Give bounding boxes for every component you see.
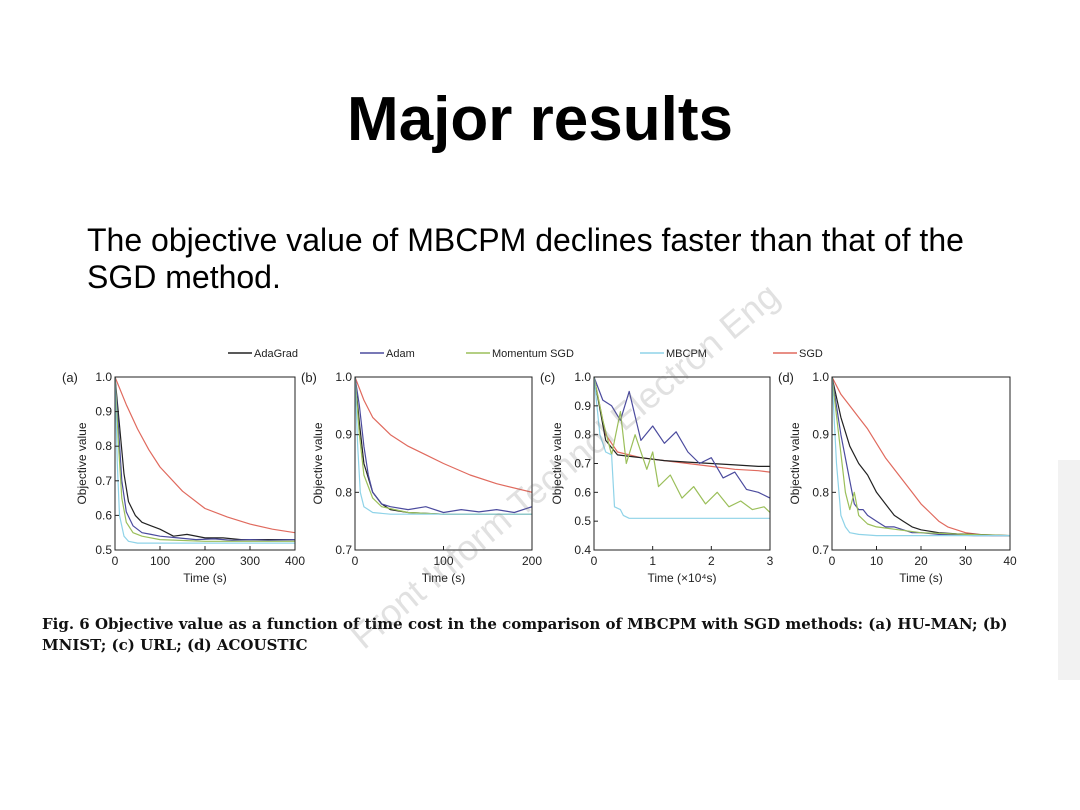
series-line-sgd xyxy=(355,377,532,493)
panel-label: (b) xyxy=(301,370,317,385)
right-edge-shade xyxy=(1058,460,1080,680)
legend-item-sgd: SGD xyxy=(773,348,823,360)
y-tick-label: 0.8 xyxy=(812,485,829,499)
series-line-adam xyxy=(594,377,770,499)
x-axis-label: Time (s) xyxy=(183,571,227,585)
slide-title: Major results xyxy=(347,85,733,154)
y-tick-label: 0.6 xyxy=(574,485,591,499)
panel-label: (c) xyxy=(540,370,555,385)
legend-item-momentum-sgd: Momentum SGD xyxy=(466,348,574,360)
panel-label: (d) xyxy=(778,370,794,385)
series-line-momentum-sgd xyxy=(832,377,1010,537)
series-line-mbcpm xyxy=(832,377,1010,537)
y-tick-label: 0.7 xyxy=(95,474,112,488)
series-line-sgd xyxy=(594,377,770,473)
y-tick-label: 0.7 xyxy=(574,457,591,471)
x-tick-label: 200 xyxy=(195,554,215,568)
series-line-adagrad xyxy=(355,377,532,515)
series-line-mbcpm xyxy=(594,377,770,519)
x-tick-label: 200 xyxy=(522,554,542,568)
x-axis-label: Time (s) xyxy=(899,571,943,585)
y-tick-label: 1.0 xyxy=(812,370,829,384)
x-tick-label: 2 xyxy=(708,554,715,568)
series-line-mbcpm xyxy=(115,377,295,544)
series-line-sgd xyxy=(832,377,1010,537)
legend-label: Momentum SGD xyxy=(492,348,574,360)
chart-panel-2: (c) 0 1 2 3 0.4 0.5 0.6 0.7 0.8 0.9 1.0 Time (×10⁴s)… xyxy=(540,370,774,585)
y-tick-label: 0.5 xyxy=(95,543,112,557)
y-tick-label: 0.5 xyxy=(574,514,591,528)
y-tick-label: 0.6 xyxy=(95,508,112,522)
series-line-momentum-sgd xyxy=(594,377,770,513)
figure-6: AdaGrad Adam Momentum SGD MBCPM SGD(a)0 100 20… xyxy=(62,348,1017,585)
y-tick-label: 0.8 xyxy=(95,439,112,453)
x-tick-label: 10 xyxy=(870,554,884,568)
chart-panel-3: (d) 0 10 20 30 40 0.7 0.8 0.9 1.0 Time (s) Objectiv… xyxy=(778,370,1017,585)
y-axis-label: Objective value xyxy=(75,422,89,504)
x-tick-label: 20 xyxy=(914,554,928,568)
x-tick-label: 400 xyxy=(285,554,305,568)
y-tick-label: 0.9 xyxy=(335,428,352,442)
y-tick-label: 0.8 xyxy=(335,485,352,499)
y-axis-label: Objective value xyxy=(311,422,325,504)
y-axis-label: Objective value xyxy=(788,422,802,504)
x-tick-label: 3 xyxy=(767,554,774,568)
x-tick-label: 0 xyxy=(352,554,359,568)
y-tick-label: 1.0 xyxy=(95,370,112,384)
series-line-sgd xyxy=(115,377,295,534)
series-line-momentum-sgd xyxy=(115,377,295,542)
x-axis-label: Time (s) xyxy=(422,571,466,585)
body-text: The objective value of MBCPM declines fa… xyxy=(87,222,964,295)
y-tick-label: 0.7 xyxy=(812,543,829,557)
x-tick-label: 0 xyxy=(112,554,119,568)
y-tick-label: 0.9 xyxy=(812,428,829,442)
x-tick-label: 300 xyxy=(240,554,260,568)
x-tick-label: 40 xyxy=(1003,554,1017,568)
x-axis-label: Time (×10⁴s) xyxy=(647,571,716,585)
series-line-adagrad xyxy=(594,377,770,467)
y-tick-label: 0.9 xyxy=(574,399,591,413)
series-line-adagrad xyxy=(115,377,295,541)
figure-caption: Fig. 6 Objective value as a function of … xyxy=(42,615,1008,654)
legend-item-mbcpm: MBCPM xyxy=(640,348,707,360)
x-tick-label: 100 xyxy=(433,554,453,568)
series-line-adam xyxy=(355,377,532,514)
series-line-momentum-sgd xyxy=(355,377,532,515)
y-tick-label: 0.9 xyxy=(95,405,112,419)
y-tick-label: 0.7 xyxy=(335,543,352,557)
series-line-mbcpm xyxy=(355,377,532,515)
x-tick-label: 0 xyxy=(591,554,598,568)
legend-label: SGD xyxy=(799,348,823,360)
x-tick-label: 30 xyxy=(959,554,973,568)
y-tick-label: 0.4 xyxy=(574,543,591,557)
y-tick-label: 0.8 xyxy=(574,428,591,442)
legend-item-adagrad: AdaGrad xyxy=(228,348,298,360)
x-tick-label: 0 xyxy=(829,554,836,568)
x-tick-label: 100 xyxy=(150,554,170,568)
legend-label: Adam xyxy=(386,348,415,360)
y-tick-label: 1.0 xyxy=(574,370,591,384)
legend-label: AdaGrad xyxy=(254,348,298,360)
y-tick-label: 1.0 xyxy=(335,370,352,384)
x-tick-label: 1 xyxy=(649,554,656,568)
chart-panel-0: (a) 0 100 200 300 400 0.5 0.6 0.7 0.8 0.9 1.0 Time (… xyxy=(62,370,305,585)
y-axis-label: Objective value xyxy=(550,422,564,504)
series-line-adagrad xyxy=(832,377,1010,537)
chart-panel-1: (b) 0 100 200 0.7 0.8 0.9 1.0 Time (s) Objective … xyxy=(301,370,542,585)
plot-frame xyxy=(114,376,296,551)
series-line-adam xyxy=(832,377,1010,537)
legend-item-adam: Adam xyxy=(360,348,415,360)
series-line-adam xyxy=(115,377,295,541)
legend-label: MBCPM xyxy=(666,348,707,360)
panel-label: (a) xyxy=(62,370,78,385)
plot-frame xyxy=(593,376,771,551)
